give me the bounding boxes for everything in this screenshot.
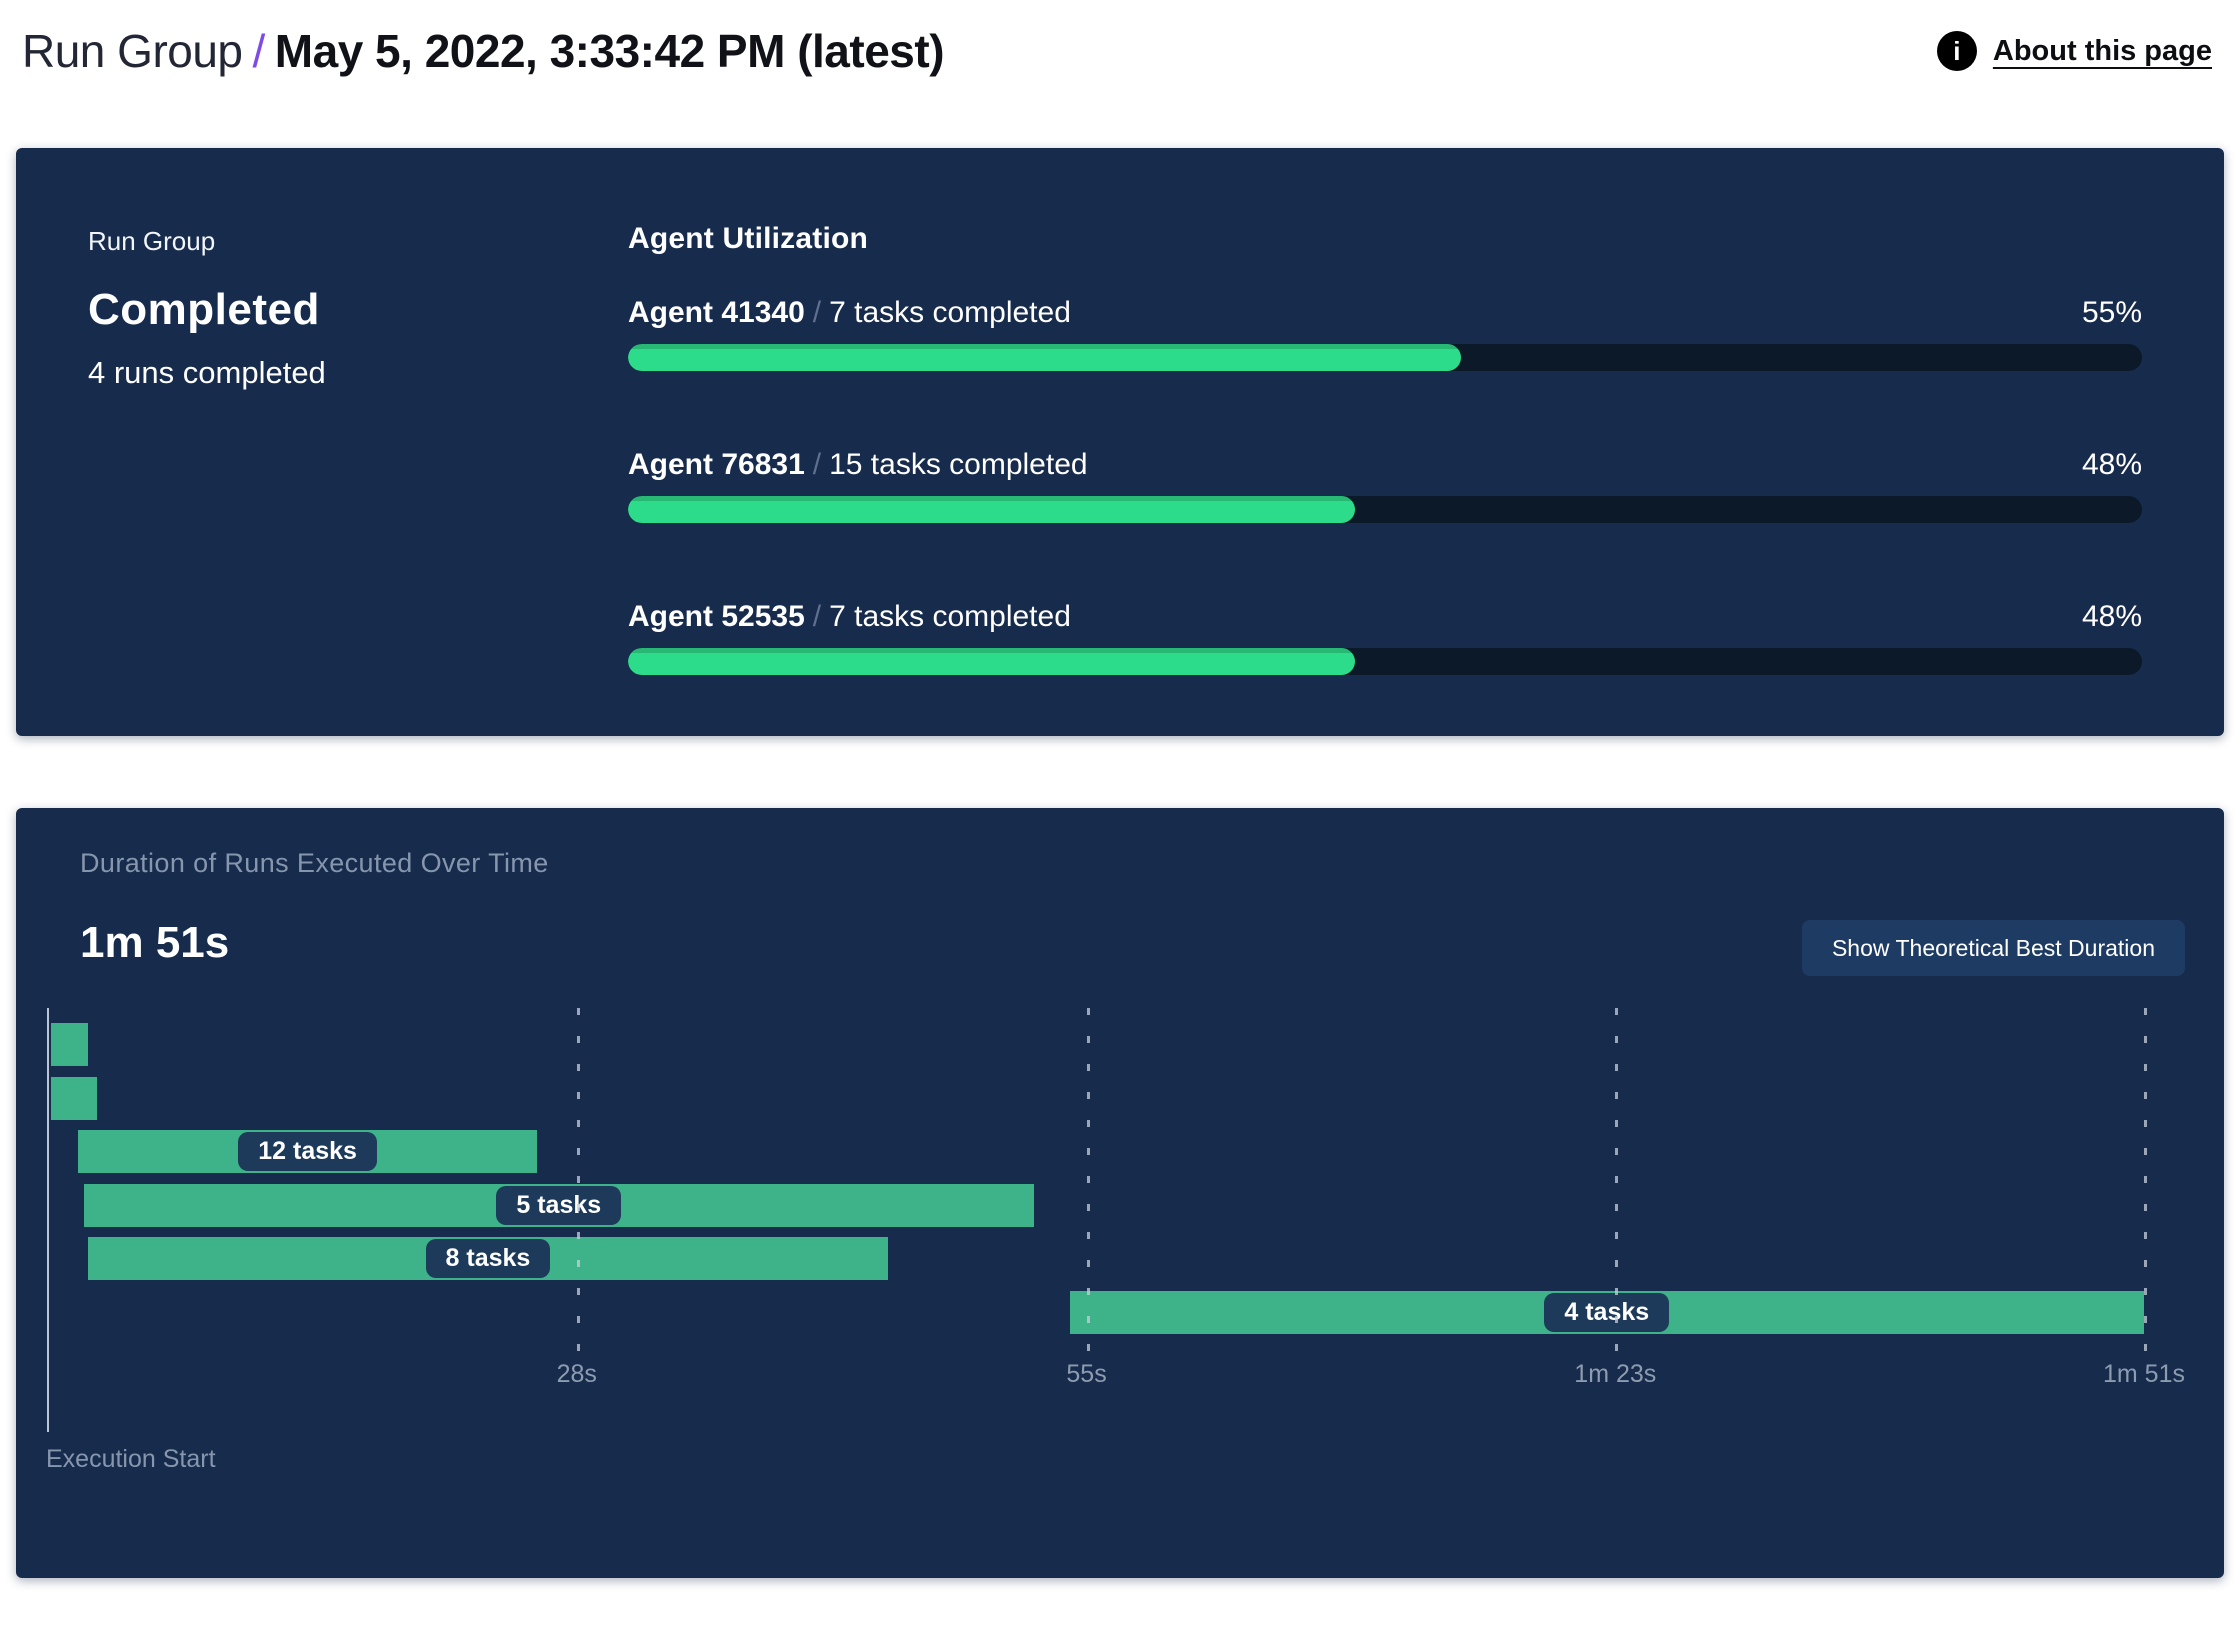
agent-utilization-row: Agent 52535/7 tasks completed 48% bbox=[628, 598, 2142, 675]
show-theoretical-best-duration-button[interactable]: Show Theoretical Best Duration bbox=[1801, 920, 2185, 976]
agent-utilization-percent: 55% bbox=[2081, 296, 2142, 329]
agent-utilization-percent: 48% bbox=[2081, 448, 2142, 481]
task-count-chip: 8 tasks bbox=[425, 1239, 551, 1278]
agent-tasks-completed: 7 tasks completed bbox=[829, 600, 1071, 633]
agent-separator: / bbox=[812, 448, 822, 481]
task-count-chip: 5 tasks bbox=[496, 1186, 622, 1225]
agent-tasks-completed: 15 tasks completed bbox=[829, 448, 1088, 481]
agent-name: Agent 52535 bbox=[628, 600, 805, 633]
x-gridline bbox=[2144, 1008, 2147, 1353]
total-duration-value: 1m 51s bbox=[80, 918, 230, 967]
duration-chart-title: Duration of Runs Executed Over Time bbox=[80, 848, 549, 878]
about-link-label: About this page bbox=[1992, 34, 2212, 67]
agent-label-line: Agent 76831/15 tasks completed 48% bbox=[628, 446, 2142, 484]
x-axis-tick-label: 55s bbox=[1066, 1360, 1107, 1388]
agent-utilization-track bbox=[628, 648, 2142, 675]
gantt-run-bar[interactable]: 5 tasks bbox=[83, 1184, 1034, 1227]
page-title: Run Group / May 5, 2022, 3:33:42 PM (lates… bbox=[22, 24, 945, 78]
agent-utilization-section: Agent Utilization Agent 41340/7 tasks co… bbox=[628, 148, 2224, 736]
about-this-page-link[interactable]: i About this page bbox=[1936, 31, 2212, 71]
agent-name: Agent 41340 bbox=[628, 296, 805, 329]
run-group-status: Completed bbox=[88, 285, 320, 334]
x-axis-tick-label: 1m 51s bbox=[2103, 1360, 2185, 1388]
info-icon: i bbox=[1936, 31, 1977, 71]
x-gridline bbox=[1086, 1008, 1090, 1353]
task-count-chip: 12 tasks bbox=[238, 1132, 377, 1171]
agent-utilization-percent: 48% bbox=[2081, 600, 2142, 633]
run-group-status-card: Run Group Completed 4 runs completed Age… bbox=[16, 148, 2224, 736]
agent-name: Agent 76831 bbox=[628, 448, 805, 481]
x-axis-tick-label: 1m 23s bbox=[1574, 1360, 1657, 1388]
execution-start-label: Execution Start bbox=[46, 1445, 216, 1473]
gantt-run-bar[interactable] bbox=[50, 1077, 98, 1120]
x-gridline bbox=[1615, 1008, 1619, 1353]
agent-utilization-fill bbox=[628, 648, 1355, 675]
agent-utilization-row: Agent 76831/15 tasks completed 48% bbox=[628, 446, 2142, 523]
page-title-date: May 5, 2022, 3:33:42 PM (latest) bbox=[274, 25, 945, 77]
gantt-run-bar[interactable]: 4 tasks bbox=[1069, 1291, 2144, 1334]
agent-utilization-track bbox=[628, 496, 2142, 523]
agent-label: Agent 41340/7 tasks completed bbox=[628, 294, 1071, 332]
x-gridline bbox=[576, 1008, 580, 1353]
duration-card: Duration of Runs Executed Over Time 1m 5… bbox=[16, 808, 2224, 1578]
gantt-run-bar[interactable] bbox=[50, 1023, 88, 1066]
agent-label-line: Agent 41340/7 tasks completed 55% bbox=[628, 294, 2142, 332]
run-group-label: Run Group bbox=[88, 226, 216, 256]
page-header: Run Group / May 5, 2022, 3:33:42 PM (lates… bbox=[0, 0, 2240, 92]
gantt-run-bar[interactable]: 12 tasks bbox=[78, 1130, 538, 1173]
agent-label: Agent 52535/7 tasks completed bbox=[628, 598, 1071, 636]
agent-label-line: Agent 52535/7 tasks completed 48% bbox=[628, 598, 2142, 636]
x-axis-tick-label: 28s bbox=[556, 1360, 597, 1388]
agent-utilization-track bbox=[628, 344, 2142, 371]
agent-utilization-list: Agent 41340/7 tasks completed 55% Agent … bbox=[628, 294, 2142, 675]
agent-utilization-row: Agent 41340/7 tasks completed 55% bbox=[628, 294, 2142, 371]
duration-gantt-chart: 12 tasks 5 tasks 8 tasks 4 tasks 28s 55s 1m 23… bbox=[16, 808, 2224, 1578]
agent-utilization-fill bbox=[628, 496, 1355, 523]
gantt-run-bar[interactable]: 8 tasks bbox=[87, 1237, 889, 1280]
agent-utilization-fill bbox=[628, 344, 1461, 371]
y-axis-line bbox=[47, 1008, 49, 1432]
runs-completed-count: 4 runs completed bbox=[88, 355, 326, 390]
breadcrumb-separator: / bbox=[252, 25, 266, 77]
task-count-chip: 4 tasks bbox=[1544, 1293, 1670, 1332]
agent-separator: / bbox=[812, 600, 822, 633]
agent-separator: / bbox=[812, 296, 822, 329]
run-group-summary: Run Group Completed 4 runs completed bbox=[16, 148, 628, 736]
breadcrumb-run-group[interactable]: Run Group bbox=[22, 25, 243, 77]
agent-utilization-title: Agent Utilization bbox=[628, 222, 869, 255]
agent-tasks-completed: 7 tasks completed bbox=[829, 296, 1071, 329]
agent-label: Agent 76831/15 tasks completed bbox=[628, 446, 1088, 484]
